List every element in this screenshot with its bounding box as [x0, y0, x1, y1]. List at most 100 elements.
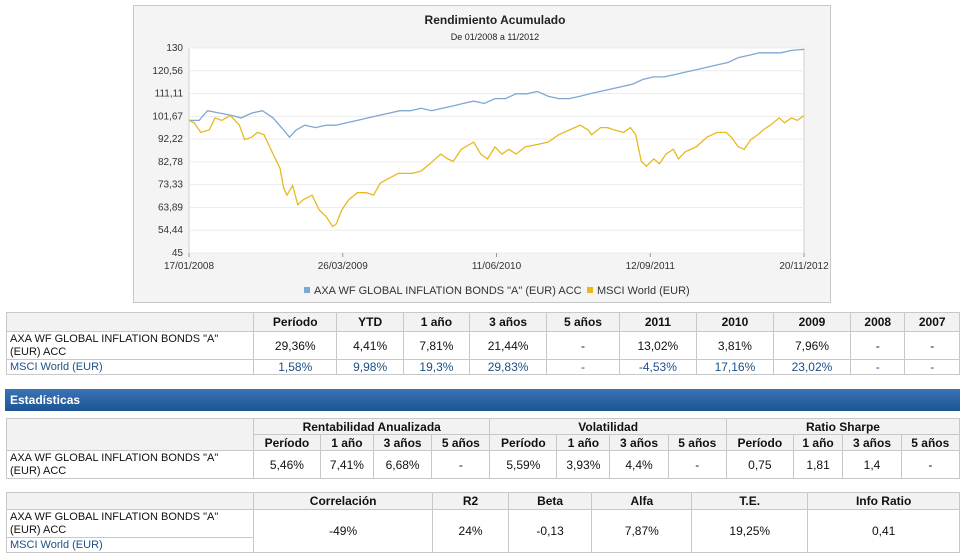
value-cell: 5,46% [253, 450, 321, 479]
fund-name: AXA WF GLOBAL INFLATION BONDS "A" (EUR) … [6, 509, 254, 538]
legend-swatch [587, 287, 593, 293]
section-header-statistics: Estadísticas [5, 389, 960, 411]
column-header: 1 año [792, 434, 844, 451]
value-cell: 3,81% [695, 331, 774, 360]
value-cell: 3,93% [556, 450, 611, 479]
legend-item-label[interactable]: MSCI World (EUR) [597, 285, 690, 297]
column-header: 1 año [556, 434, 611, 451]
y-tick-label: 120,56 [152, 66, 183, 77]
x-axis: 17/01/2008 26/03/2009 11/06/2010 12/09/2011… [164, 253, 829, 272]
value-cell: 17,16% [695, 359, 774, 375]
column-header: 2011 [618, 312, 697, 332]
grid-lines [189, 47, 804, 254]
x-tick-label: 11/06/2010 [472, 261, 522, 272]
chart-panel: Rendimiento Acumulado De 01/2008 a 11/20… [133, 5, 831, 303]
series-line-axa [189, 48, 805, 139]
value-cell: -4,53% [618, 359, 697, 375]
table-row: AXA WF GLOBAL INFLATION BONDS "A" (EUR) … [6, 331, 960, 360]
value-cell: - [431, 450, 491, 479]
group-header: Rentabilidad Anualizada [252, 418, 491, 435]
group-header: Volatilidad [489, 418, 727, 435]
value-cell: - [904, 331, 960, 360]
column-header: 3 años [372, 434, 433, 451]
column-header: 3 años [609, 434, 669, 451]
value-cell: - [546, 331, 620, 360]
y-tick-label: 111,11 [155, 89, 184, 100]
value-cell: 7,41% [319, 450, 374, 479]
value-cell: - [546, 359, 620, 375]
value-cell: 29,36% [252, 331, 338, 360]
x-tick-label: 26/03/2009 [318, 261, 368, 272]
performance-chart: Rendimiento Acumulado De 01/2008 a 11/20… [152, 13, 829, 297]
column-header: Alfa [591, 492, 693, 510]
value-cell: 1,58% [252, 359, 338, 375]
column-header: 2010 [695, 312, 774, 332]
value-cell: - [850, 359, 906, 375]
value-cell: 19,25% [691, 509, 809, 553]
value-cell: 29,83% [469, 359, 548, 375]
performance-table: Período YTD 1 año 3 años 5 años 2011 2010 2009 2… [6, 312, 960, 375]
column-header: Correlación [252, 492, 434, 510]
value-cell: - [850, 331, 906, 360]
y-tick-label: 82,78 [158, 157, 183, 168]
empty-header-cell [6, 312, 254, 332]
x-tick-label: 17/01/2008 [164, 261, 214, 272]
column-header: Período [489, 434, 558, 451]
fund-name[interactable]: MSCI World (EUR) [6, 359, 254, 375]
x-tick-label: 20/11/2012 [779, 261, 829, 272]
chart-title: Rendimiento Acumulado [425, 13, 566, 27]
value-cell: 1,4 [842, 450, 902, 479]
y-tick-label: 130 [166, 43, 183, 54]
column-header: 2008 [850, 312, 906, 332]
y-tick-label: 73,33 [158, 180, 183, 191]
column-header: 3 años [469, 312, 548, 332]
table-row: AXA WF GLOBAL INFLATION BONDS "A" (EUR) … [6, 509, 960, 553]
column-header: 2007 [904, 312, 960, 332]
legend-swatch [304, 287, 310, 293]
value-cell: 7,81% [402, 331, 471, 360]
column-header: R2 [432, 492, 509, 510]
table-row: MSCI World (EUR) [6, 537, 960, 553]
chart-subtitle: De 01/2008 a 11/2012 [451, 32, 539, 42]
column-header: 5 años [546, 312, 620, 332]
y-tick-label: 63,89 [158, 202, 183, 213]
x-tick-label: 12/09/2011 [626, 261, 676, 272]
empty-header-cell [6, 492, 254, 510]
value-cell: 0,75 [725, 450, 794, 479]
value-cell: 1,81 [792, 450, 844, 479]
value-cell: -0,13 [507, 509, 593, 553]
y-tick-label: 45 [172, 248, 184, 259]
column-header: Info Ratio [807, 492, 960, 510]
column-header: 5 años [667, 434, 727, 451]
value-cell: 24% [432, 509, 509, 553]
table-row: MSCI World (EUR) 1,58% 9,98% 19,3% 29,83% - -4… [6, 359, 960, 375]
value-cell: 21,44% [469, 331, 548, 360]
value-cell: - [900, 450, 961, 479]
empty-header-cell [6, 418, 254, 451]
column-header: 2009 [772, 312, 852, 332]
column-header: 1 año [402, 312, 471, 332]
correlation-table: Correlación R2 Beta Alfa T.E. Info Ratio AXA … [6, 492, 960, 553]
value-cell: 7,87% [591, 509, 693, 553]
fund-name: AXA WF GLOBAL INFLATION BONDS "A" (EUR) … [6, 331, 254, 360]
value-cell: - [667, 450, 727, 479]
legend-item-label[interactable]: AXA WF GLOBAL INFLATION BONDS "A" (EUR) … [314, 285, 582, 297]
y-axis: 130 120,56 111,11 101,67 92,22 82,78 73,33 63,8… [152, 43, 183, 259]
value-cell: 4,4% [609, 450, 669, 479]
y-tick-label: 54,44 [158, 225, 183, 236]
value-cell: 7,96% [772, 331, 852, 360]
value-cell: 4,41% [336, 331, 404, 360]
value-cell: 6,68% [372, 450, 433, 479]
value-cell: -49% [252, 509, 434, 553]
value-cell: - [904, 359, 960, 375]
column-header: 1 año [319, 434, 374, 451]
column-header: 5 años [431, 434, 491, 451]
group-header: Ratio Sharpe [725, 418, 961, 435]
benchmark-name[interactable]: MSCI World (EUR) [6, 537, 254, 553]
chart-legend[interactable]: AXA WF GLOBAL INFLATION BONDS "A" (EUR) … [304, 285, 690, 297]
value-cell: 23,02% [772, 359, 852, 375]
column-header: 3 años [842, 434, 902, 451]
column-header: YTD [336, 312, 404, 332]
y-tick-label: 92,22 [158, 134, 183, 145]
fund-name: AXA WF GLOBAL INFLATION BONDS "A" (EUR) … [6, 450, 254, 479]
